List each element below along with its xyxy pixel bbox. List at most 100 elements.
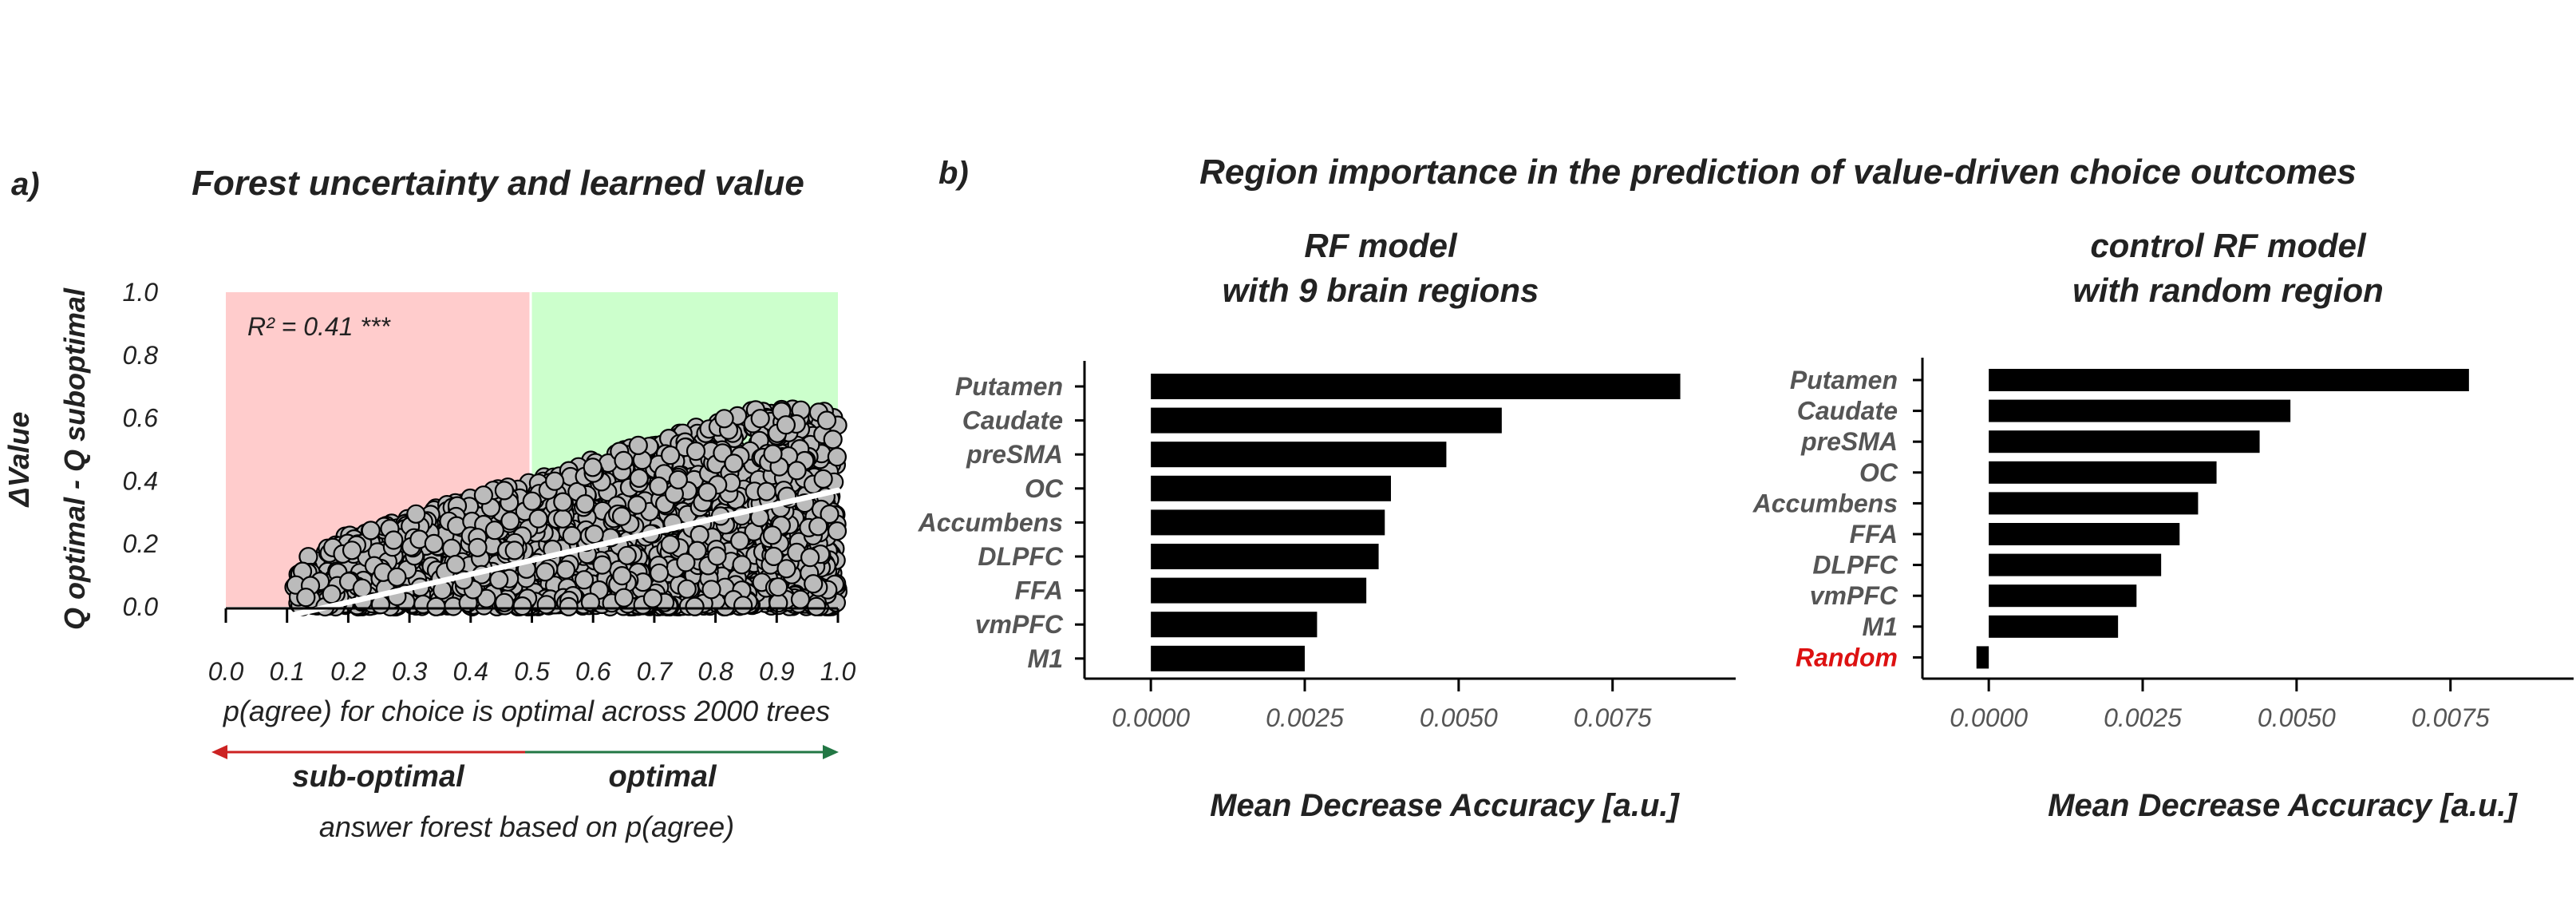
scatter-point	[528, 509, 548, 529]
scatter-point	[701, 580, 721, 600]
scatter-point	[494, 592, 515, 612]
scatter-y-tick-label: 0.2	[123, 529, 159, 558]
chart-title-line-1: RF model	[1304, 227, 1458, 264]
bar-x-tick-label: 0.0025	[1266, 703, 1344, 732]
scatter-point	[649, 563, 670, 583]
scatter-y-tick-label: 0.8	[123, 341, 159, 370]
bar-category-label: M1	[1863, 612, 1898, 641]
bar	[1989, 615, 2119, 638]
scatter-point	[827, 447, 847, 467]
scatter-point	[677, 579, 697, 599]
regression-line	[284, 487, 841, 620]
bar	[1151, 612, 1318, 638]
chart-title-line-1: control RF model	[2090, 227, 2367, 264]
scatter-point	[512, 596, 532, 616]
scatter-x-tick-label: 0.0	[208, 657, 244, 686]
scatter-point	[424, 533, 444, 554]
scatter-point	[729, 531, 750, 551]
scatter-point	[813, 469, 833, 489]
scatter-point	[445, 554, 466, 575]
scatter-point	[352, 578, 372, 598]
scatter-point	[762, 525, 783, 545]
scatter-point	[732, 555, 752, 575]
bar-category-label: FFA	[1015, 576, 1063, 605]
scatter-point	[733, 596, 753, 616]
bar	[1989, 399, 2291, 422]
control-rf-model-chart: control RF model with random region Putame…	[1752, 227, 2574, 823]
chart-title-line-2: with random region	[2072, 271, 2384, 309]
scatter-point	[494, 481, 515, 501]
scatter-point	[627, 495, 647, 515]
scatter-point	[580, 592, 601, 612]
optimal-label: optimal	[608, 760, 717, 794]
bar-category-label: Putamen	[1790, 366, 1898, 394]
scatter-point	[584, 524, 604, 545]
scatter-point	[689, 525, 709, 545]
scatter-point	[504, 541, 524, 560]
panel-b-label: b)	[938, 156, 969, 191]
scatter-point	[808, 517, 828, 537]
scatter-point	[574, 570, 595, 590]
bar-x-tick-label: 0.0075	[2412, 703, 2490, 732]
bar-category-label: preSMA	[1800, 427, 1898, 456]
bar	[1151, 577, 1367, 604]
scatter-point	[617, 545, 637, 565]
panel-a-label: a)	[11, 167, 40, 202]
scatter-point	[583, 457, 603, 477]
bar-category-label: DLPFC	[1812, 551, 1898, 580]
scatter-y-tick-label: 1.0	[123, 278, 159, 307]
scatter-point	[361, 521, 381, 541]
bar-x-tick-label: 0.0050	[2258, 703, 2336, 732]
bar-category-label: vmPFC	[1810, 581, 1898, 610]
bar-category-label: Caudate	[1797, 397, 1898, 426]
scatter-point	[816, 410, 837, 430]
scatter-point	[776, 415, 796, 435]
scatter-x-tick-label: 0.4	[453, 657, 488, 686]
scatter-points	[284, 399, 848, 617]
scatter-point	[629, 468, 650, 489]
scatter-point	[484, 521, 505, 541]
bar	[1151, 544, 1379, 569]
bar	[1989, 461, 2217, 484]
bar-x-tick-label: 0.0000	[1112, 703, 1190, 732]
scatter-point	[787, 461, 807, 481]
scatter-point	[750, 409, 770, 429]
bar-category-label: Random	[1796, 643, 1898, 671]
optimal-arrow-head	[823, 745, 839, 759]
bar-category-label: Caudate	[962, 406, 1063, 435]
scatter-point	[764, 546, 784, 567]
scatter-point	[592, 555, 612, 575]
scatter-axes: 0.0 0.1 0.2 0.3 0.4 0.5 0.6 0.7 0.8 0.9 1.0 0.0 0.2 0…	[123, 278, 856, 686]
scatter-point	[707, 546, 727, 566]
bar-category-label: Accumbens	[1752, 489, 1898, 517]
scatter-point	[384, 530, 404, 550]
scatter-point	[685, 596, 705, 616]
bar	[1976, 646, 1989, 669]
bar-category-label: M1	[1028, 644, 1063, 673]
scatter-point	[296, 588, 316, 608]
scatter-y-tick-label: 0.6	[123, 404, 159, 433]
decision-arrow	[211, 745, 839, 759]
scatter-x-tick-label: 0.6	[575, 657, 611, 686]
scatter-point	[660, 534, 681, 555]
bar-x-tick-label: 0.0000	[1950, 703, 2028, 732]
scatter-point	[553, 509, 573, 529]
chart-title-line-2: with 9 brain regions	[1223, 271, 1539, 309]
scatter-point	[687, 541, 707, 560]
scatter-point	[823, 430, 843, 450]
scatter-x-tick-label: 0.7	[637, 657, 674, 686]
scatter-point	[559, 596, 579, 617]
scatter-point	[628, 435, 648, 456]
scatter-point	[535, 562, 555, 582]
scatter-point	[614, 588, 634, 608]
scatter-point	[763, 444, 783, 464]
bar	[1151, 509, 1385, 536]
bar	[1989, 584, 2137, 608]
bar-category-label: FFA	[1850, 520, 1898, 549]
scatter-y-label-1: ΔValue	[2, 412, 35, 509]
bar-x-tick-label: 0.0025	[2104, 703, 2182, 732]
scatter-x-tick-label: 0.3	[392, 657, 428, 686]
scatter-point	[668, 469, 689, 490]
scatter-title: Forest uncertainty and learned value	[192, 164, 804, 203]
